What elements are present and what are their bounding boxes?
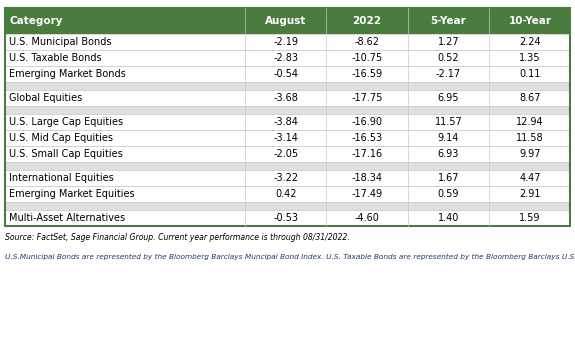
Text: U.S. Large Cap Equities: U.S. Large Cap Equities	[9, 117, 123, 127]
Text: -16.53: -16.53	[351, 133, 383, 143]
Text: Category: Category	[9, 16, 63, 26]
Bar	[5, 170, 570, 186]
Bar	[5, 106, 570, 114]
Text: 1.40: 1.40	[438, 213, 459, 223]
Bar	[5, 8, 570, 226]
Text: 9.97: 9.97	[519, 149, 540, 159]
Text: Emerging Market Bonds: Emerging Market Bonds	[9, 69, 126, 79]
Bar	[5, 82, 570, 90]
Text: -3.14: -3.14	[273, 133, 298, 143]
Text: 11.57: 11.57	[435, 117, 462, 127]
Text: -16.90: -16.90	[351, 117, 382, 127]
Text: 12.94: 12.94	[516, 117, 543, 127]
Text: Multi-Asset Alternatives: Multi-Asset Alternatives	[9, 213, 125, 223]
Text: 0.52: 0.52	[438, 53, 459, 63]
Text: -4.60: -4.60	[355, 213, 380, 223]
Text: 1.67: 1.67	[438, 173, 459, 183]
Text: -2.19: -2.19	[273, 37, 298, 47]
Text: Emerging Market Equities: Emerging Market Equities	[9, 189, 135, 199]
Text: 1.59: 1.59	[519, 213, 540, 223]
Text: -8.62: -8.62	[355, 37, 380, 47]
Bar	[5, 90, 570, 106]
Text: -17.16: -17.16	[351, 149, 383, 159]
Bar	[5, 34, 570, 50]
Bar	[5, 130, 570, 146]
Text: 6.95: 6.95	[438, 93, 459, 103]
Bar	[5, 50, 570, 66]
Text: 1.27: 1.27	[438, 37, 459, 47]
Text: International Equities: International Equities	[9, 173, 114, 183]
Text: August: August	[265, 16, 306, 26]
Text: Source: FactSet, Sage Financial Group. Current year performance is through 08/31: Source: FactSet, Sage Financial Group. C…	[5, 233, 350, 242]
Text: 0.11: 0.11	[519, 69, 540, 79]
Text: 5-Year: 5-Year	[431, 16, 466, 26]
Text: 9.14: 9.14	[438, 133, 459, 143]
Text: -3.84: -3.84	[273, 117, 298, 127]
Text: 4.47: 4.47	[519, 173, 540, 183]
Text: -3.68: -3.68	[273, 93, 298, 103]
Bar	[5, 186, 570, 202]
Text: 11.58: 11.58	[516, 133, 543, 143]
Text: -17.75: -17.75	[351, 93, 383, 103]
Text: -0.54: -0.54	[273, 69, 298, 79]
Bar	[5, 146, 570, 162]
Text: 2.24: 2.24	[519, 37, 540, 47]
Bar	[5, 114, 570, 130]
Text: 2.91: 2.91	[519, 189, 540, 199]
Text: 0.59: 0.59	[438, 189, 459, 199]
Text: U.S. Mid Cap Equities: U.S. Mid Cap Equities	[9, 133, 113, 143]
Text: 6.93: 6.93	[438, 149, 459, 159]
Text: 2022: 2022	[352, 16, 382, 26]
Text: -2.83: -2.83	[273, 53, 298, 63]
Bar	[5, 210, 570, 226]
Text: -0.53: -0.53	[273, 213, 298, 223]
Text: 8.67: 8.67	[519, 93, 540, 103]
Text: -17.49: -17.49	[351, 189, 383, 199]
Text: U.S. Municipal Bonds: U.S. Municipal Bonds	[9, 37, 112, 47]
Text: -10.75: -10.75	[351, 53, 383, 63]
Text: U.S. Small Cap Equities: U.S. Small Cap Equities	[9, 149, 123, 159]
Bar	[5, 162, 570, 170]
Text: -2.17: -2.17	[436, 69, 461, 79]
Text: 1.35: 1.35	[519, 53, 540, 63]
Bar	[5, 66, 570, 82]
Text: -3.22: -3.22	[273, 173, 298, 183]
Text: -16.59: -16.59	[351, 69, 383, 79]
Text: 10-Year: 10-Year	[508, 16, 551, 26]
Text: U.S. Taxable Bonds: U.S. Taxable Bonds	[9, 53, 102, 63]
Text: -2.05: -2.05	[273, 149, 298, 159]
Text: U.S.Municipal Bonds are represented by the Bloomberg Barclays Muncipal Bond Inde: U.S.Municipal Bonds are represented by t…	[5, 253, 575, 260]
Text: Global Equities: Global Equities	[9, 93, 82, 103]
Text: 0.42: 0.42	[275, 189, 297, 199]
Bar	[5, 8, 570, 34]
Text: -18.34: -18.34	[351, 173, 382, 183]
Bar	[5, 202, 570, 210]
